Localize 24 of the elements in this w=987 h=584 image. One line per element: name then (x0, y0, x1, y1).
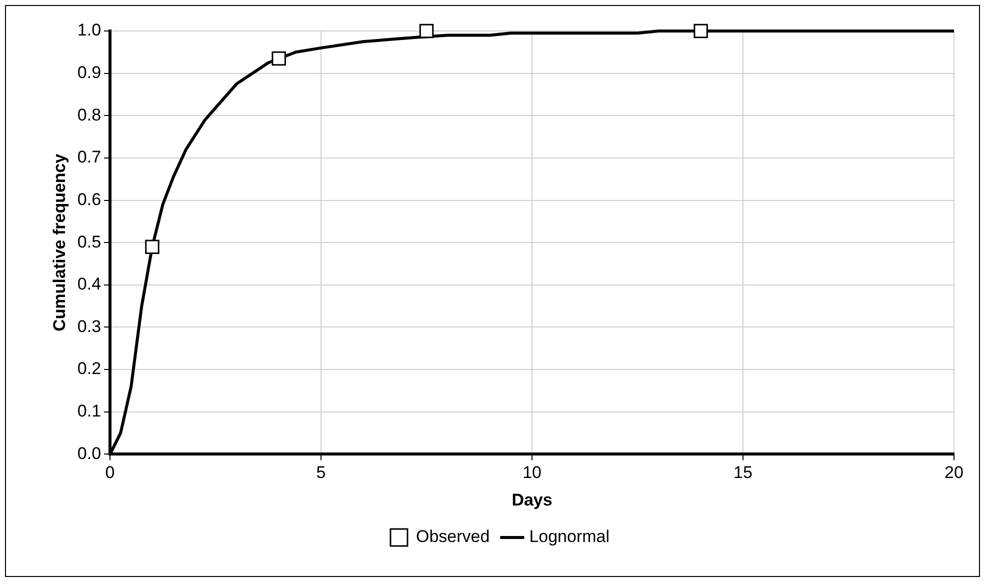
y-tick-label: 0.6 (77, 190, 102, 209)
y-tick-label: 1.0 (77, 20, 102, 40)
x-tick-label: 5 (316, 463, 326, 482)
y-tick-label: 0.1 (77, 402, 102, 421)
y-tick-label: 0.2 (77, 359, 102, 378)
x-tick-label: 0 (105, 463, 115, 482)
point (272, 51, 286, 66)
y-tick-label: 0.3 (77, 316, 102, 336)
point (419, 24, 434, 38)
y-tick-label: 0.0 (77, 444, 102, 463)
legend-label: Observed (416, 527, 490, 546)
legend-label: Lognormal (529, 527, 610, 546)
y-tick-label: 0.4 (77, 274, 102, 294)
point (694, 24, 708, 38)
y-tick-label: 0.8 (77, 105, 102, 124)
x-tick-label: 15 (734, 463, 752, 482)
y-tick-label: 0.5 (77, 232, 102, 252)
y-tick-label: 0.7 (77, 148, 102, 167)
point (145, 240, 160, 254)
y-tick-label: 0.9 (77, 63, 102, 82)
x-axis-title: Days (512, 490, 552, 510)
x-tick-label: 20 (944, 463, 964, 482)
y-axis-title: Cumulative frequency (50, 153, 69, 332)
x-tick-label: 10 (522, 463, 542, 482)
